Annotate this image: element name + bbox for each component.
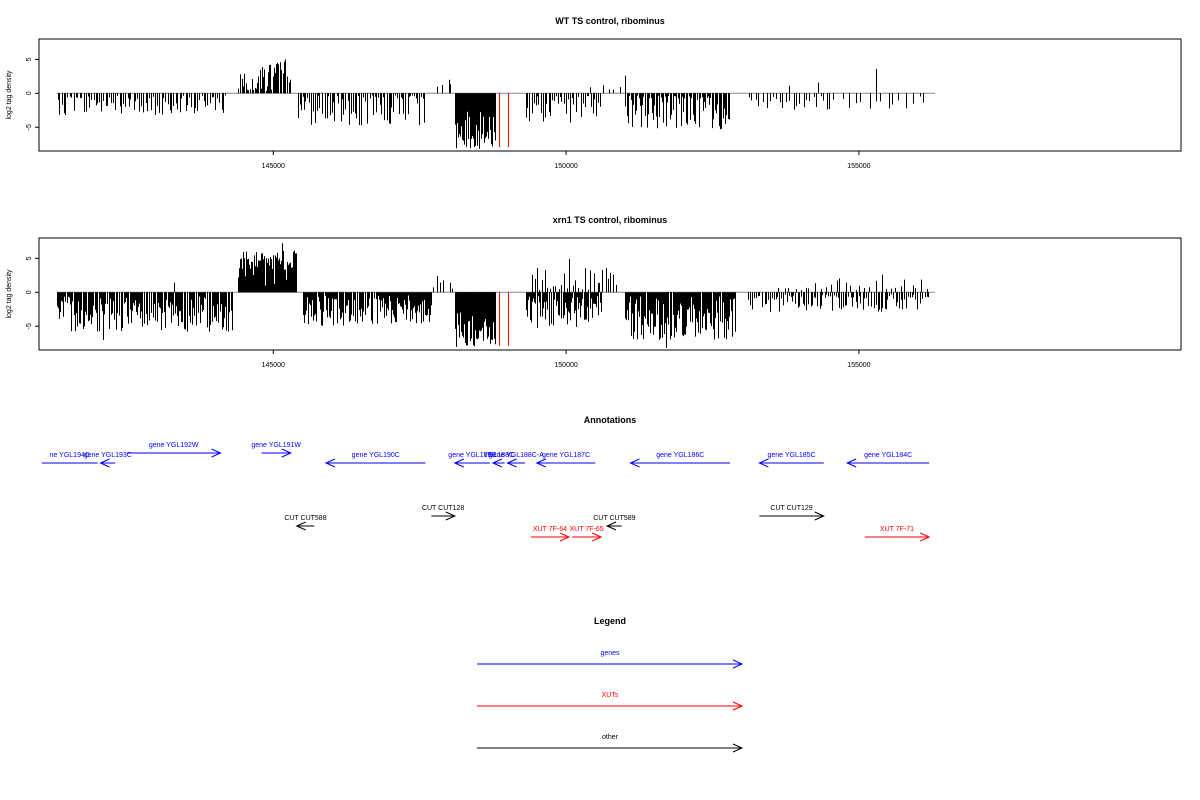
panel-1-bars (56, 59, 936, 149)
other-arrowhead (814, 511, 825, 521)
gene-label: gene YGL192W (149, 442, 199, 449)
x-tick-label: 150000 (554, 163, 577, 170)
legend-items: genes XUTs other (477, 650, 744, 753)
legend: Legend genes XUTs other (477, 616, 744, 753)
gene-label: gene YGL189C (448, 452, 496, 459)
legend-title: Legend (594, 616, 626, 626)
gene-label: gene YGL186C (656, 452, 704, 459)
panel-1-ylabel: log2 tag density (6, 70, 13, 120)
gene-label: YGL188C (483, 452, 514, 459)
xut-arrowhead (559, 532, 571, 542)
xut-annotations: XUT 7F-64 XUT 7F-65 XUT 7F-71 (530, 526, 931, 542)
gene-arrowhead (324, 458, 336, 468)
gene-label: gene YGL193C (84, 452, 132, 459)
x-tick-label: 145000 (262, 163, 285, 170)
other-arrowhead (295, 521, 306, 531)
panel-2-title: xrn1 TS control, ribominus (553, 215, 668, 225)
gene-arrowhead (758, 458, 769, 468)
x-tick-label: 155000 (847, 163, 870, 170)
panel-1-y-axis: -5 0 5 (26, 57, 39, 130)
panel-2-bars (56, 243, 936, 348)
panel-1-frame (38, 38, 1182, 152)
panel-1-x-axis: 145000 150000 155000 (262, 151, 871, 170)
gene-label: gene YGL187C (542, 452, 590, 459)
other-arrowhead (605, 521, 617, 531)
xut-label: XUT 7F-64 (533, 526, 567, 533)
panel-2-x-axis: 145000 150000 155000 (262, 350, 871, 369)
gene-arrowhead (453, 458, 465, 468)
x-tick-label: 150000 (554, 362, 577, 369)
gene-label: gene YGL185C (767, 452, 815, 459)
gene-arrowhead (506, 458, 517, 468)
gene-arrowhead (491, 458, 503, 468)
other-label: CUT CUT128 (422, 505, 464, 512)
legend-arrowhead (732, 659, 744, 669)
y-tick-label: 5 (26, 57, 33, 61)
panel-1-title: WT TS control, ribominus (555, 16, 665, 26)
y-tick-label: -5 (26, 124, 33, 130)
panel-xrn1: xrn1 TS control, ribominus log2 tag dens… (6, 215, 1182, 369)
panel-2-y-axis: -5 0 5 (26, 256, 39, 329)
xut-arrowhead (919, 532, 931, 542)
xut-arrowhead (592, 532, 603, 542)
other-label: CUT CUT589 (593, 515, 635, 522)
y-tick-label: 5 (26, 256, 33, 260)
gene-arrowhead (99, 458, 110, 468)
gene-label: gene YGL184C (864, 452, 912, 459)
gene-arrowhead (629, 458, 640, 468)
x-tick-label: 145000 (262, 362, 285, 369)
legend-arrowhead (732, 701, 744, 711)
panel-wt: WT TS control, ribominus log2 tag densit… (6, 16, 1182, 170)
legend-label: other (602, 734, 619, 741)
x-tick-label: 155000 (847, 362, 870, 369)
legend-arrowhead (732, 743, 744, 753)
y-tick-label: -5 (26, 323, 33, 329)
legend-label: genes (600, 650, 620, 657)
panel-2-frame (38, 237, 1182, 351)
gene-arrowhead (211, 448, 222, 458)
other-label: CUT CUT588 (284, 515, 326, 522)
y-tick-label: 0 (26, 91, 33, 95)
other-label: CUT CUT129 (770, 505, 812, 512)
gene-arrowhead (535, 458, 546, 468)
xut-label: XUT 7F-65 (570, 526, 604, 533)
y-tick-label: 0 (26, 290, 33, 294)
gene-arrowhead (845, 458, 857, 468)
annotations-title: Annotations (584, 415, 637, 425)
panel-2-ylabel: log2 tag density (6, 269, 13, 319)
legend-label: XUTs (602, 692, 619, 699)
other-arrowhead (445, 511, 457, 521)
other-annotations: CUT CUT588 CUT CUT128 CUT CUT589 CUT CUT129 (284, 505, 825, 531)
xut-label: XUT 7F-71 (880, 526, 914, 533)
gene-arrowhead (281, 448, 293, 458)
gene-label: gene YGL188C-A (489, 452, 544, 459)
gene-label: gene YGL191W (251, 442, 301, 449)
gene-label: gene YGL190C (352, 452, 400, 459)
gene-label: ne YGL194C (50, 452, 90, 459)
